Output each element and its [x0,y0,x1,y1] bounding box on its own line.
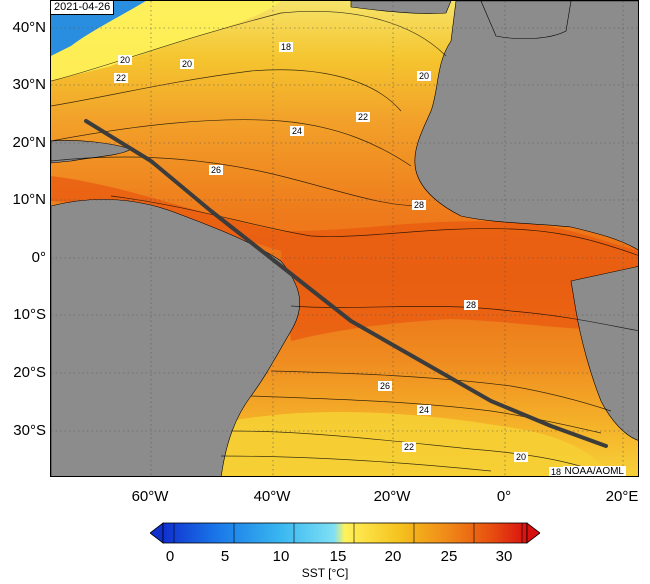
contour-20-south [220,455,492,472]
europe-africa-land [414,1,638,251]
contour-24-south [250,395,602,434]
ship-track-line [84,119,608,448]
contour-label-8: 26 [209,165,223,175]
svg-text:20: 20 [120,55,130,65]
lat-label-eq: 0° [31,249,46,266]
contour-22-south [230,430,597,472]
greenland-land [350,1,452,14]
svg-text:22: 22 [116,73,126,83]
cool-water-region [51,1,281,81]
colorbar-tick-10: 10 [272,548,290,565]
contour-label-7: 24 [290,126,304,136]
contour-label-4: 20 [417,71,431,81]
contour-label-6: 22 [356,112,370,122]
contour-label-2: 20 [180,59,194,69]
contour-28-south [290,305,638,331]
colorbar-tick-15: 15 [329,548,347,565]
contour-label-9: 28 [412,200,426,210]
svg-text:26: 26 [211,165,221,175]
svg-text:26: 26 [380,381,390,391]
date-label: 2021-04-26 [51,1,115,15]
contour-label-11: 26 [378,381,392,391]
colorbar-tick-0: 0 [165,548,175,565]
southern-africa-land [570,266,638,441]
south-america-land [51,199,301,476]
colorbar-tick-5: 5 [220,548,230,565]
map-canvas: 18 20 22 20 20 22 24 26 28 28 26 24 22 2… [51,1,638,477]
colorbar-bar [162,522,528,544]
contour-label-15: 18 [549,467,563,477]
lon-label-40w: 40°W [253,488,291,505]
sst-map: 18 20 22 20 20 22 24 26 28 28 26 24 22 2… [50,0,639,477]
lon-label-0: 0° [496,488,512,505]
colorbar-right-arrow [526,522,540,544]
svg-text:22: 22 [358,112,368,122]
contour-label-14: 20 [514,452,528,462]
colorbar-left-arrow [150,522,164,544]
contour-label-13: 22 [402,442,416,452]
contour-26 [51,156,422,207]
svg-text:18: 18 [281,42,291,52]
svg-text:28: 28 [466,300,476,310]
lon-label-20e: 20°E [605,488,639,505]
lat-label-30s: 30°S [13,422,46,439]
svg-text:24: 24 [419,405,429,415]
svg-text:18: 18 [551,467,561,477]
lat-label-30n: 30°N [12,76,46,93]
contour-24 [51,119,412,167]
colorbar-title: SST [°C] [301,566,349,580]
lat-label-20n: 20°N [12,134,46,151]
lat-label-10n: 10°N [12,191,46,208]
lon-label-20w: 20°W [373,488,411,505]
svg-text:22: 22 [404,442,414,452]
colorbar-tick-30: 30 [495,548,513,565]
contour-label-12: 24 [417,405,431,415]
colorbar [150,522,540,544]
colorbar-tick-25: 25 [440,548,458,565]
colorbar-tick-20: 20 [384,548,402,565]
lat-label-10s: 10°S [13,306,46,323]
lat-label-20s: 20°S [13,364,46,381]
svg-text:20: 20 [419,71,429,81]
colorbar-ticks [173,523,523,543]
credit-label: NOAA/AOML [562,466,626,477]
contour-label-5: 20 [118,55,132,65]
contour-26-south [270,370,612,412]
lat-label-40n: 40°N [12,19,46,36]
contour-label-10: 28 [464,300,478,310]
iberia-land [480,1,572,40]
contour-label-3: 22 [114,73,128,83]
svg-text:28: 28 [414,200,424,210]
contour-28-north [110,195,638,256]
warm-equatorial-band [51,176,638,341]
svg-text:20: 20 [182,59,192,69]
lon-label-60w: 60°W [131,488,169,505]
svg-text:20: 20 [516,452,526,462]
contour-label-1: 18 [279,42,293,52]
contour-22 [51,69,402,112]
svg-text:24: 24 [292,126,302,136]
